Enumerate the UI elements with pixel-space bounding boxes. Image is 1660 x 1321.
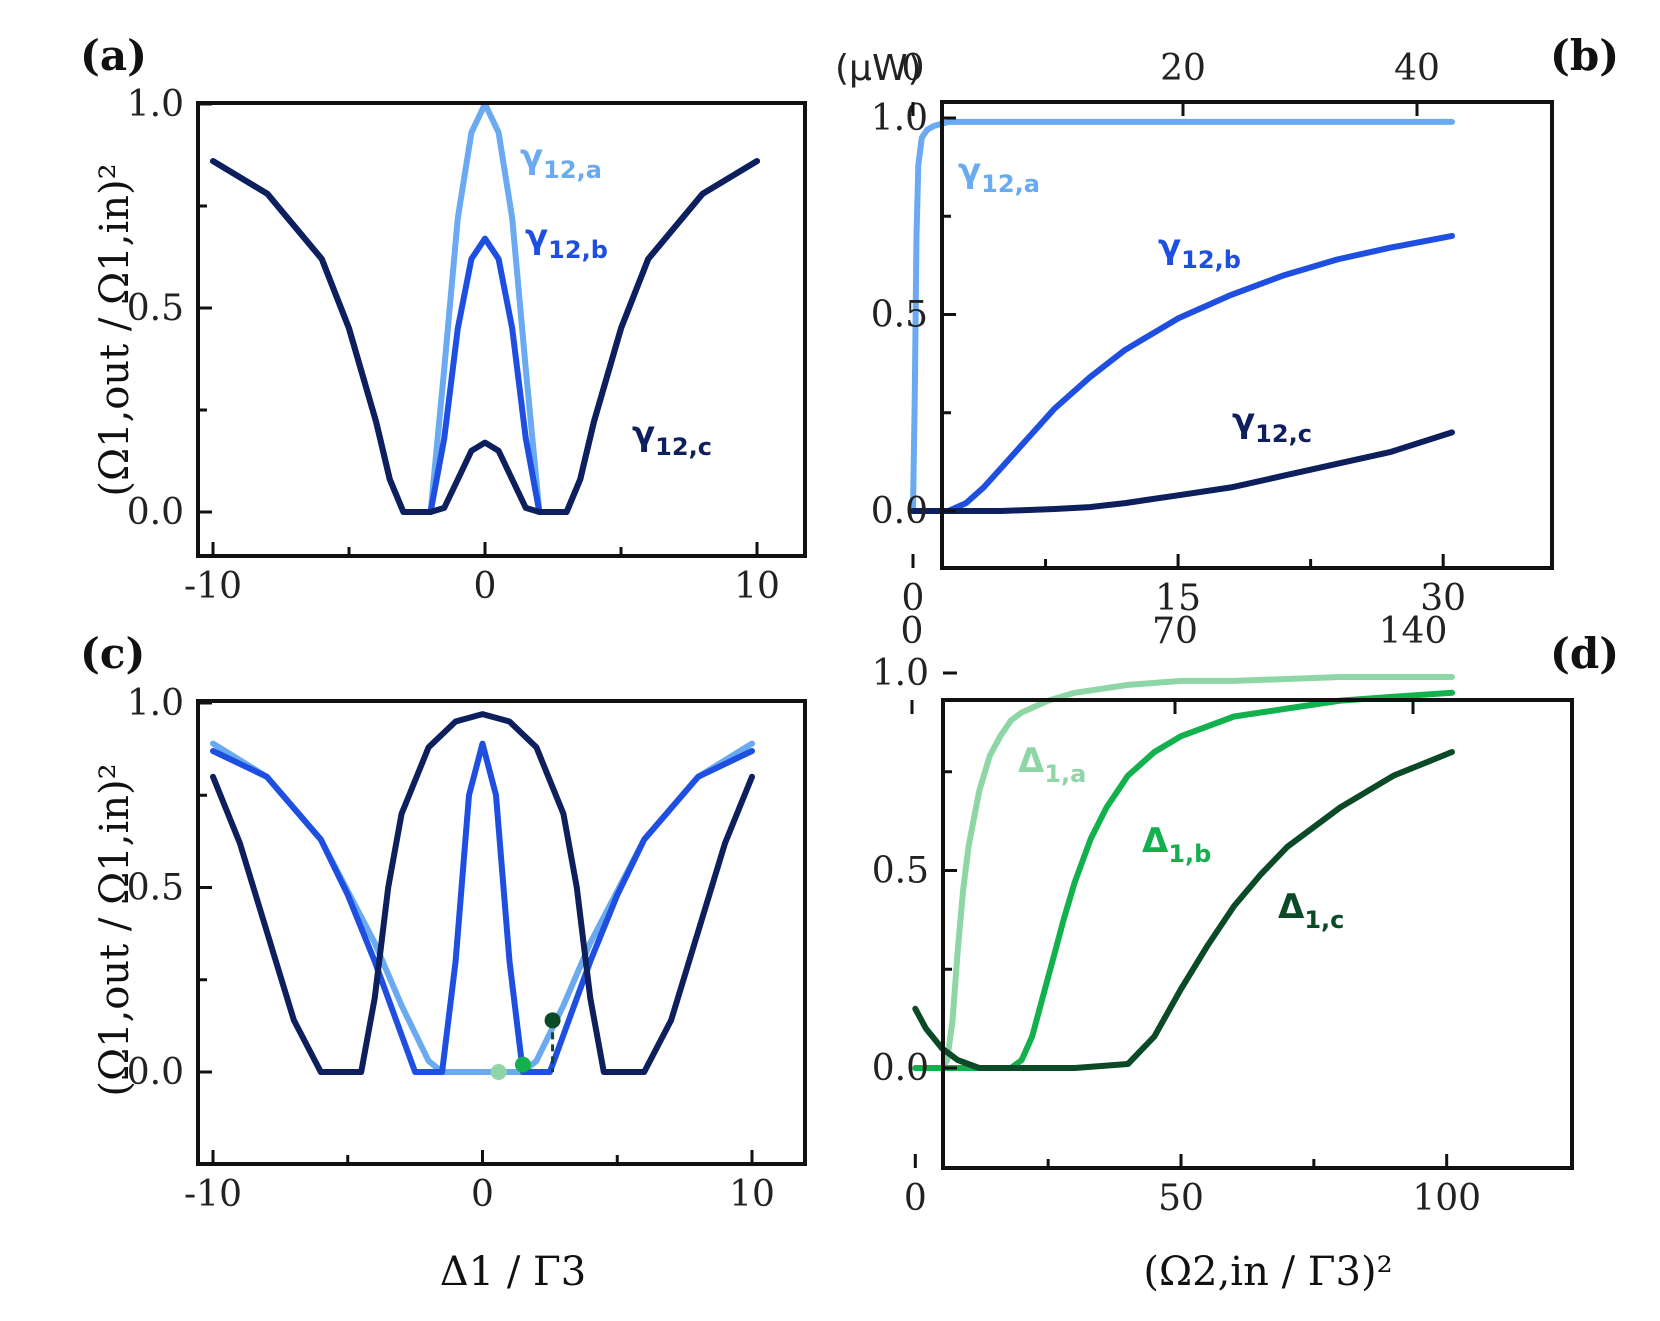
panel-d-label: (d) (1550, 629, 1619, 678)
curve-annotation: γ12,c (1232, 401, 1312, 448)
panel-a: -10 0 10 0.0 0.5 1.0 (a) γ12,a γ12,b γ12,c (Ω1,… (80, 31, 807, 607)
series-line-1 (910, 118, 1455, 514)
marker-point-3 (544, 1012, 561, 1029)
series-line-1 (210, 740, 755, 1075)
panel-b: 0 15 300.00.51.00 20 40 (b) (μW) γ12,aγ12,bγ… (835, 31, 1619, 619)
x-tick-label: 15 (1155, 578, 1201, 619)
y-tick-label: 0.0 (872, 1048, 929, 1089)
curve-annotation: Δ1,c (1278, 887, 1344, 934)
panel-b-ticks: 0 15 30 0.0 0.5 1.0 0 20 40 (871, 48, 1466, 619)
top-tick-label: 40 (1394, 48, 1440, 89)
curve-annotation: γ12,c (632, 414, 712, 461)
x-tick-label: 10 (729, 1174, 775, 1215)
curve-annotation: γ12,a (958, 151, 1040, 198)
panel-d-xlabel: (Ω2,in / Γ3)² (1143, 1249, 1392, 1295)
y-tick-label: 1.0 (127, 683, 184, 724)
x-tick-label: 0 (474, 566, 497, 607)
y-tick-label: 0.0 (871, 491, 928, 532)
panel-c-ylabel: (Ω1,out / Ω1,in)² (92, 763, 138, 1096)
top-tick-label: 70 (1152, 611, 1198, 652)
panel-c-curves (210, 711, 755, 1080)
panel-a-ticks: -10 0 10 0.0 0.5 1.0 (127, 84, 780, 607)
panel-b-frame (940, 100, 1554, 570)
panel-b-top-axis-unit: (μW) (835, 48, 922, 89)
series-line-2 (912, 689, 1455, 1071)
y-tick-label: 0.5 (127, 868, 184, 909)
y-tick-label: 0.5 (871, 295, 928, 336)
series-line-2 (210, 740, 755, 1075)
y-tick-label: 1.0 (871, 98, 928, 139)
y-tick-label: 0.0 (127, 1052, 184, 1093)
y-tick-label: 0.5 (872, 851, 929, 892)
x-tick-label: -10 (184, 1174, 242, 1215)
curve-annotation: Δ1,a (1018, 741, 1086, 788)
panel-c: -10 0 10 0.0 0.5 1.0 (c) (Ω1,out / Ω1,in)² Δ1… (80, 629, 807, 1295)
x-tick-label: 0 (904, 1178, 927, 1219)
series-line-3 (210, 711, 755, 1075)
series-line-3 (912, 749, 1455, 1071)
y-tick-label: 1.0 (127, 84, 184, 125)
panel-b-annotations: γ12,a γ12,b γ12,c (958, 151, 1312, 448)
panel-b-curves (910, 118, 1455, 514)
curve-annotation: γ12,b (525, 217, 608, 264)
marker-point-1 (490, 1064, 507, 1080)
panel-d-annotations: Δ1,a Δ1,b Δ1,c (1018, 741, 1344, 934)
top-tick-label: 20 (1160, 48, 1206, 89)
x-tick-label: 10 (734, 566, 780, 607)
panel-c-ylabel-text: (Ω1,out / Ω1,in)² (92, 763, 138, 1096)
y-tick-label: 0.5 (127, 288, 184, 329)
panel-a-label: (a) (80, 31, 147, 80)
panel-c-ticks: -10 0 10 0.0 0.5 1.0 (127, 683, 775, 1215)
panel-c-xlabel: Δ1 / Γ3 (440, 1249, 586, 1295)
series-line-1 (912, 674, 1455, 1071)
curve-annotation: γ12,b (1158, 227, 1241, 274)
panel-c-label: (c) (80, 629, 145, 678)
x-tick-label: -10 (184, 566, 242, 607)
series-line-2 (910, 232, 1455, 514)
top-tick-label: 140 (1379, 611, 1448, 652)
series-line-3 (910, 429, 1455, 514)
x-tick-label: 30 (1420, 578, 1466, 619)
marker-point-2 (514, 1056, 531, 1073)
top-tick-label: 0 (901, 611, 924, 652)
curve-annotation: Δ1,b (1142, 821, 1211, 868)
y-tick-label: 0.0 (127, 492, 184, 533)
x-tick-label: 50 (1158, 1178, 1204, 1219)
curve-annotation: γ12,a (520, 137, 602, 184)
panel-a-ylabel-text: (Ω1,out / Ω1,in)² (92, 163, 138, 496)
panel-a-annotations: γ12,a γ12,b γ12,c (520, 137, 712, 461)
panel-d-curves (912, 674, 1455, 1071)
panel-b-label: (b) (1550, 31, 1619, 80)
y-tick-label: 1.0 (872, 653, 929, 694)
series-line-3 (210, 158, 760, 515)
x-tick-label: 100 (1412, 1178, 1481, 1219)
panel-c-frame (196, 699, 807, 1166)
panel-a-ylabel: (Ω1,out / Ω1,in)² (92, 163, 138, 496)
x-tick-label: 0 (902, 578, 925, 619)
panel-d-frame (941, 698, 1574, 1170)
x-tick-label: 0 (471, 1174, 494, 1215)
panel-a-frame (196, 101, 807, 558)
top-tick-label: 0 (902, 48, 925, 89)
